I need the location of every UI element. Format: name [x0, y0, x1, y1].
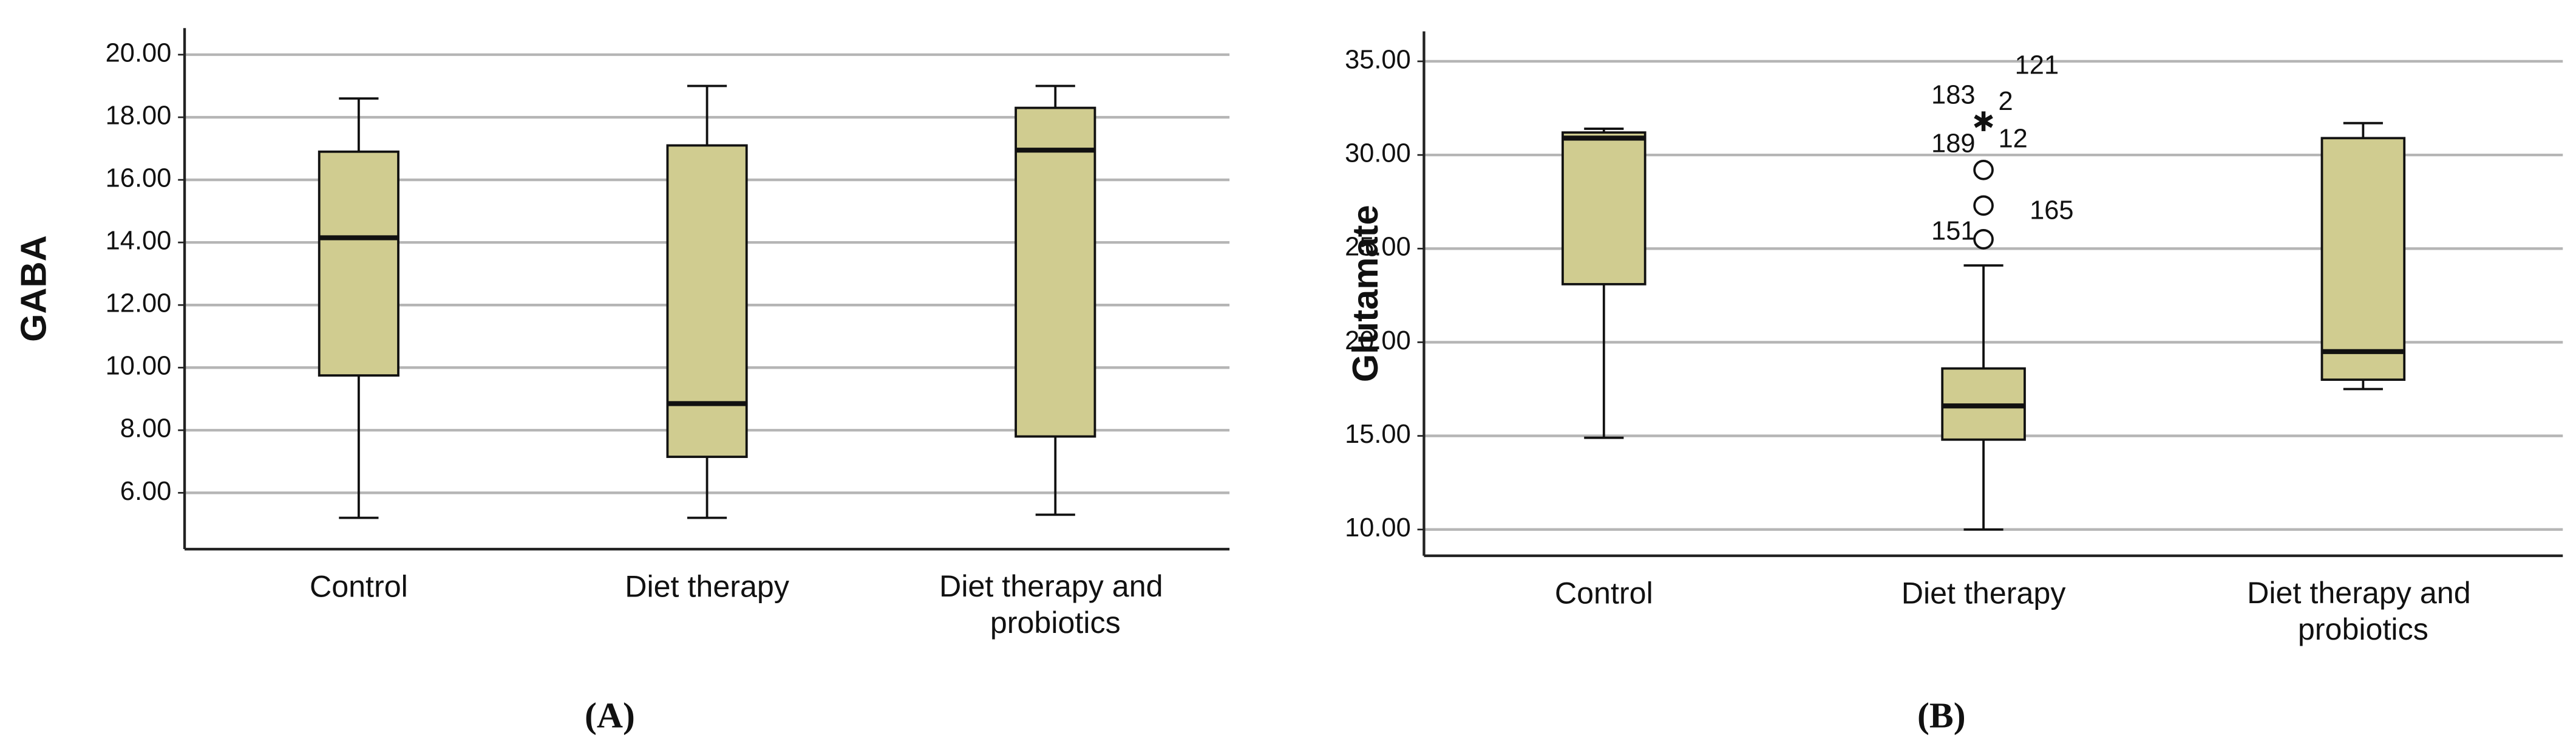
y-tick-label: 8.00 — [120, 414, 172, 443]
box — [1562, 131, 1647, 285]
y-tick-label: 10.00 — [1345, 513, 1411, 542]
extreme-stroke — [1974, 114, 1993, 128]
x-tick-label: Control — [310, 569, 408, 603]
y-tick-label: 35.00 — [1345, 45, 1411, 74]
x-tick-label: Diet therapy and probiotics — [939, 569, 1171, 640]
panel-label: (B) — [1917, 695, 1966, 735]
y-tick-label: 16.00 — [106, 164, 172, 193]
outlier-label: 183 — [1931, 80, 1975, 109]
x-tick-label: Control — [1555, 576, 1653, 610]
y-tick-label: 10.00 — [106, 352, 172, 381]
extreme — [1974, 111, 1993, 131]
x-tick-label: Diet therapy — [625, 569, 790, 603]
outlier-label: 165 — [2030, 196, 2073, 225]
outlier — [1973, 229, 1994, 250]
panel-label: (A) — [585, 695, 635, 735]
outlier-label: 12 — [1999, 124, 2028, 153]
y-tick-label: 30.00 — [1345, 139, 1411, 168]
y-tick-label: 14.00 — [106, 227, 172, 256]
outlier-label: 151 — [1931, 216, 1975, 245]
outlier-label: 189 — [1931, 129, 1975, 159]
y-tick-label: 15.00 — [1345, 420, 1411, 449]
y-tick-label: 25.00 — [1345, 233, 1411, 262]
box — [2320, 137, 2406, 381]
box — [666, 144, 748, 458]
box — [318, 150, 399, 377]
y-axis-title: GABA — [13, 235, 54, 342]
y-tick-label: 20.00 — [106, 38, 172, 67]
outlier-label: 121 — [2015, 51, 2059, 80]
outlier-label: 2 — [1999, 87, 2013, 116]
outlier — [1973, 195, 1994, 216]
y-tick-label: 6.00 — [120, 477, 172, 506]
y-tick-label: 12.00 — [106, 289, 172, 318]
box — [1014, 106, 1096, 438]
x-tick-label: Diet therapy and probiotics — [2247, 576, 2479, 646]
y-tick-label: 18.00 — [106, 101, 172, 131]
outlier — [1973, 159, 1994, 180]
y-axis-title: Glutamate — [1345, 205, 1385, 382]
x-tick-label: Diet therapy — [1901, 576, 2067, 610]
y-tick-label: 20.00 — [1345, 326, 1411, 355]
